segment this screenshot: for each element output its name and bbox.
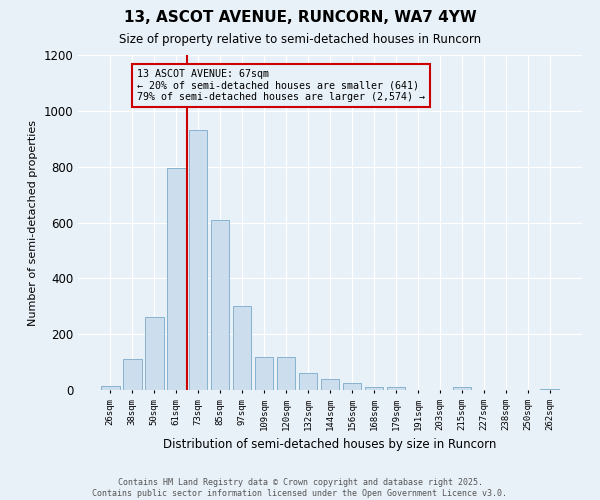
Text: Contains HM Land Registry data © Crown copyright and database right 2025.
Contai: Contains HM Land Registry data © Crown c… [92, 478, 508, 498]
Bar [365, 386, 383, 390]
Bar [145, 318, 164, 390]
Bar [101, 386, 119, 390]
Bar [386, 386, 405, 390]
Text: Size of property relative to semi-detached houses in Runcorn: Size of property relative to semi-detach… [119, 32, 481, 46]
Bar [211, 220, 229, 390]
Bar [167, 168, 185, 390]
Bar [541, 388, 559, 390]
Bar [343, 383, 361, 390]
Bar [320, 379, 340, 390]
Bar [299, 373, 317, 390]
Bar [233, 306, 251, 390]
Bar [123, 360, 142, 390]
Text: 13 ASCOT AVENUE: 67sqm
← 20% of semi-detached houses are smaller (641)
79% of se: 13 ASCOT AVENUE: 67sqm ← 20% of semi-det… [137, 69, 425, 102]
Text: 13, ASCOT AVENUE, RUNCORN, WA7 4YW: 13, ASCOT AVENUE, RUNCORN, WA7 4YW [124, 10, 476, 25]
X-axis label: Distribution of semi-detached houses by size in Runcorn: Distribution of semi-detached houses by … [163, 438, 497, 451]
Bar [189, 130, 208, 390]
Bar [255, 356, 274, 390]
Y-axis label: Number of semi-detached properties: Number of semi-detached properties [28, 120, 38, 326]
Bar [452, 387, 471, 390]
Bar [277, 356, 295, 390]
